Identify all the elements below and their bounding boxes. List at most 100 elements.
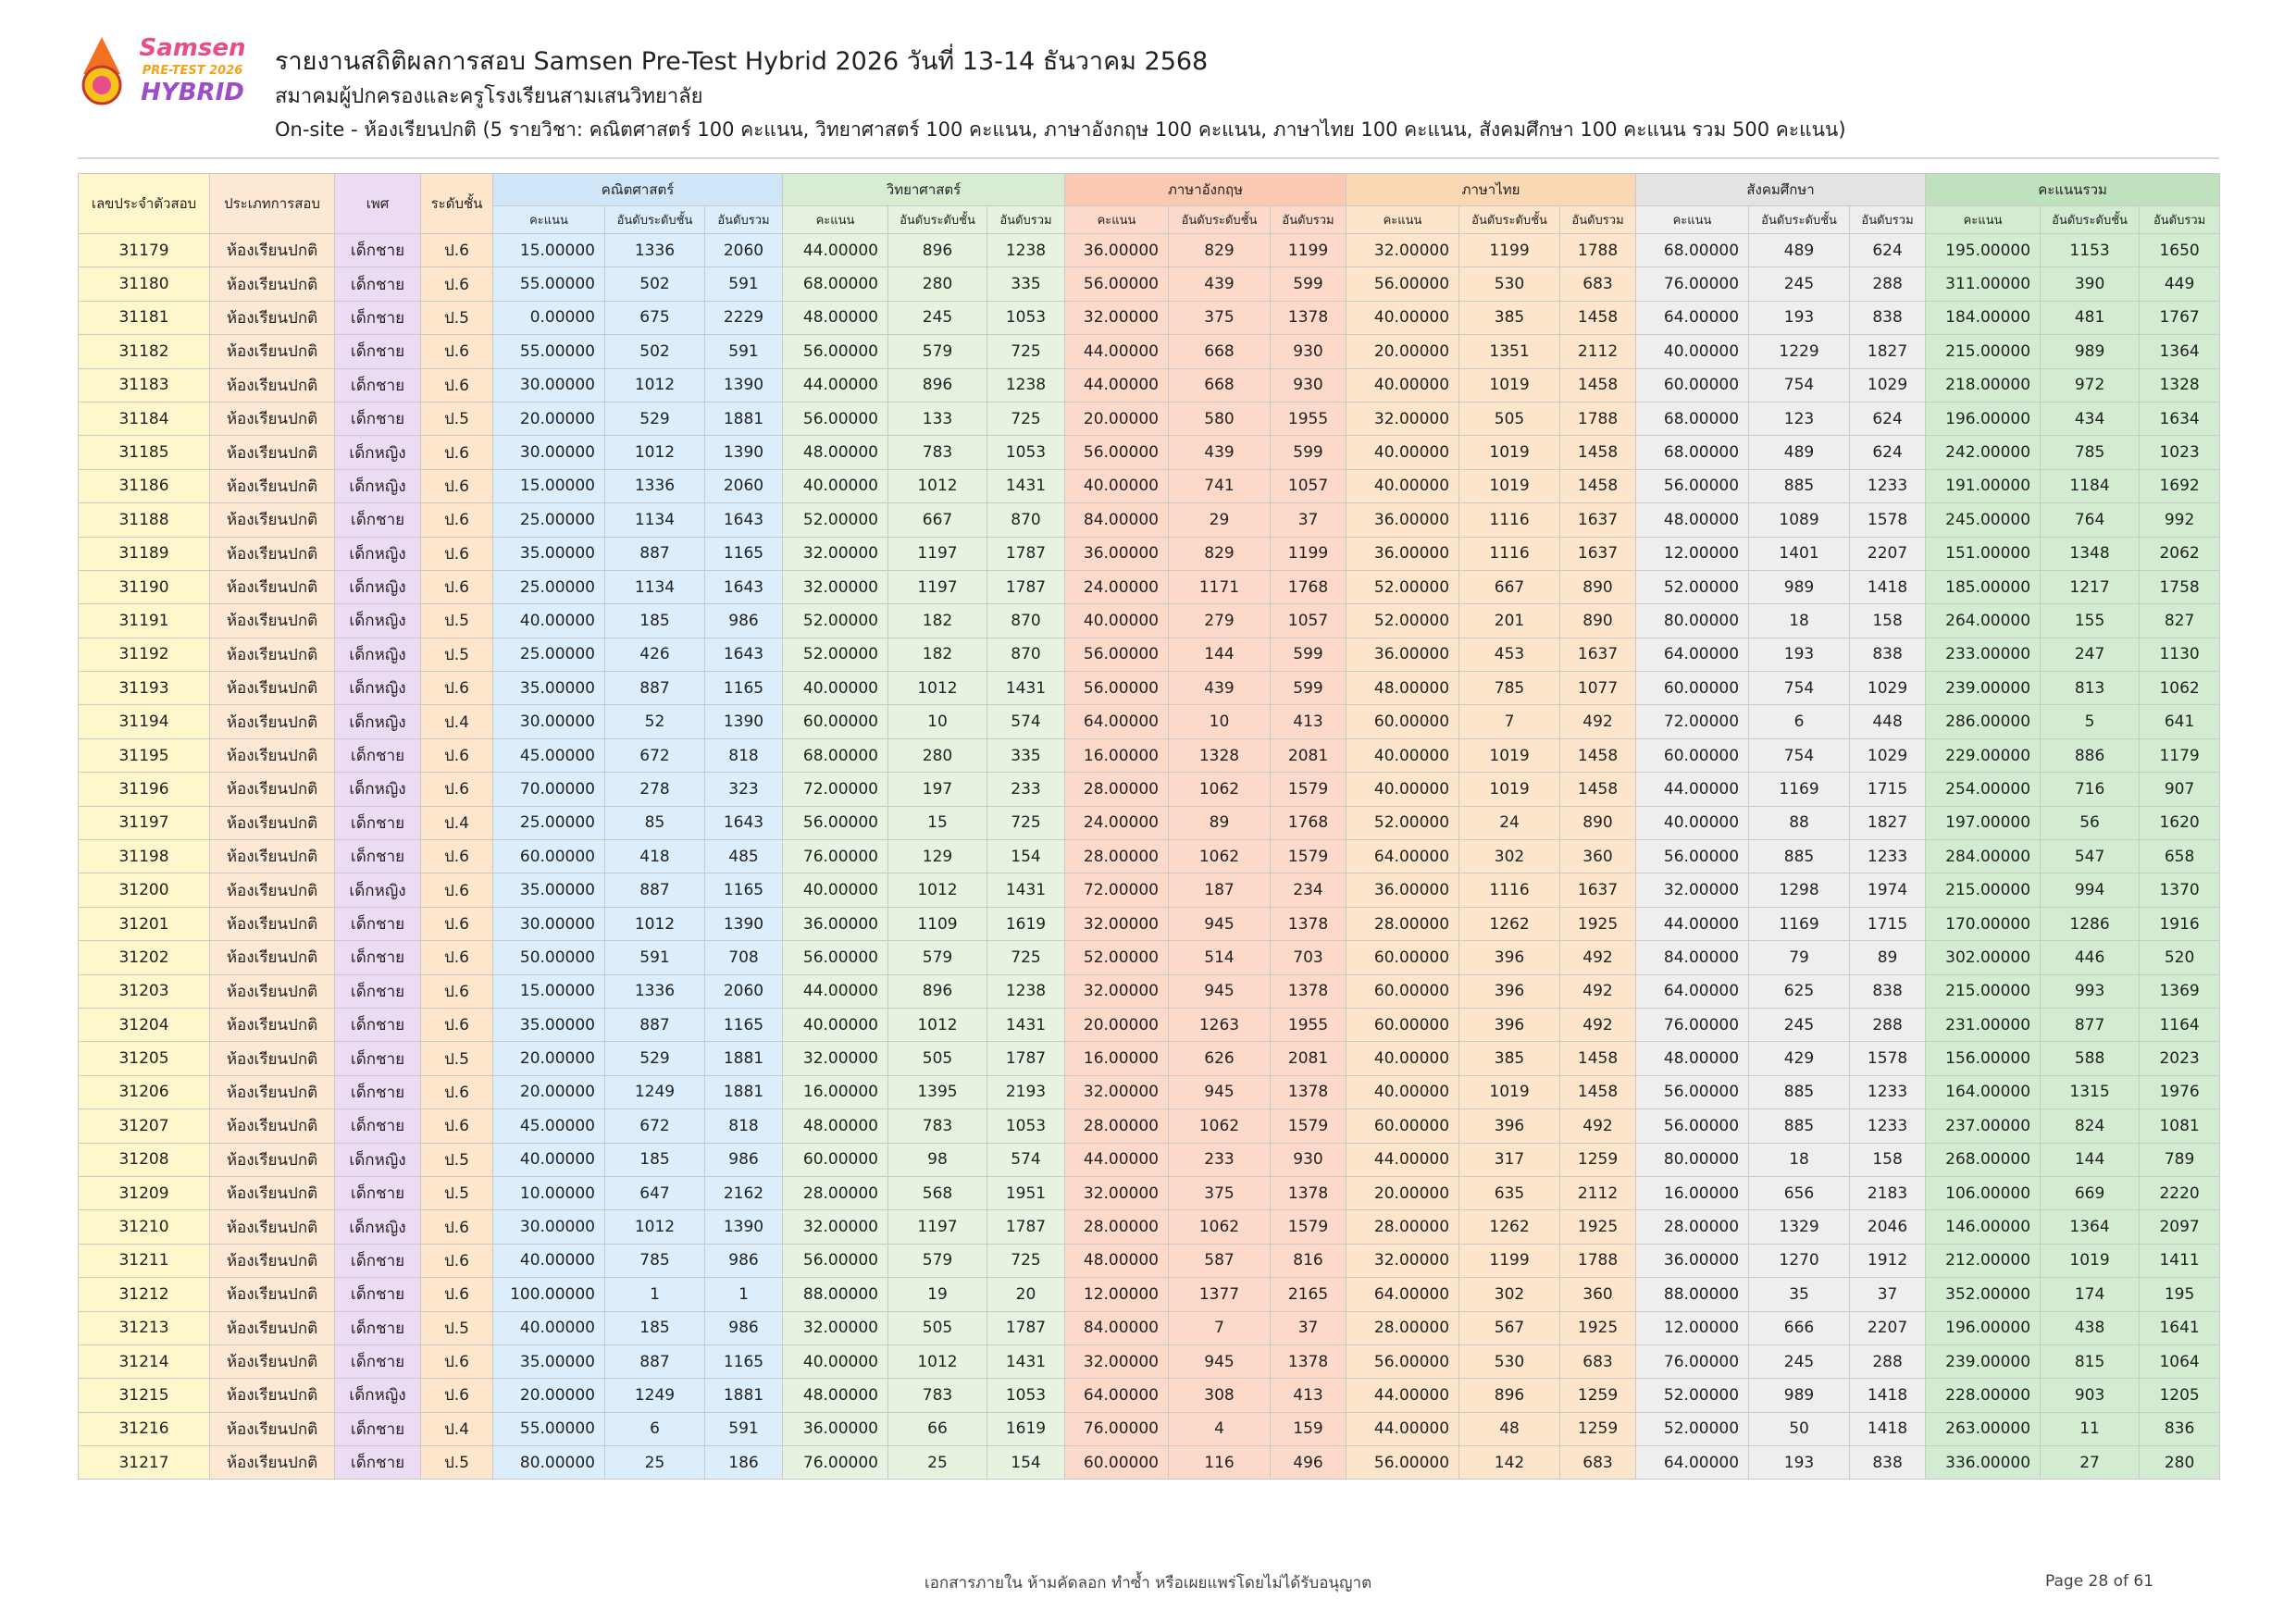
cell: 29 [1168,502,1271,538]
cell: 2060 [704,973,783,1009]
cell: 56.00000 [782,401,888,437]
cell: 547 [2040,839,2141,874]
cell: 1787 [987,536,1065,571]
cell: 44.00000 [782,232,888,268]
cell: เด็กชาย [334,839,421,874]
cell: เด็กชาย [334,502,421,538]
cell: 824 [2040,1109,2141,1144]
cell: เด็กหญิง [334,704,421,739]
cell: 481 [2040,300,2141,336]
cell: 31181 [78,300,210,336]
cell: 945 [1168,973,1271,1009]
cell: 31206 [78,1074,210,1110]
cell: 32.00000 [1064,1344,1169,1380]
cell: 31201 [78,906,210,942]
cell: 28.00000 [1346,906,1460,942]
cell: 27 [2040,1445,2141,1481]
cell: 40.00000 [782,671,888,706]
cell: 1643 [704,637,783,673]
cell: 40.00000 [492,1243,605,1279]
cell: 245 [1748,266,1851,302]
cell: 1169 [1748,906,1851,942]
cell: 1205 [2139,1378,2221,1413]
cell: 60.00000 [1635,671,1750,706]
cell: 754 [1748,367,1851,403]
cell: 1827 [1849,334,1927,369]
cell: เด็กหญิง [334,772,421,807]
cell: ห้องเรียนปกติ [209,873,335,908]
subtitle: สมาคมผู้ปกครองและครูโรงเรียนสามเสนวิทยาล… [275,85,703,108]
cell: ป.4 [420,704,493,739]
cell: 32.00000 [1064,906,1169,942]
cell: เด็กหญิง [334,873,421,908]
cell: 31203 [78,973,210,1009]
data-row: 31196 ห้องเรียนปกติ เด็กหญิง ป.6 70.00000 278… [78,772,2221,807]
cell: 656 [1748,1175,1851,1211]
cell: 68.00000 [782,737,888,774]
cell: เด็กชาย [334,1041,421,1076]
sub-header: อันดับระดับชั้น [1748,205,1851,234]
cell: 785 [1458,671,1561,706]
cell: 1643 [704,569,783,605]
cell: 1643 [704,805,783,841]
cell: 496 [1269,1445,1347,1481]
data-row: 31190 ห้องเรียนปกติ เด็กหญิง ป.6 25.00000 113… [78,569,2221,605]
data-row: 31195 ห้องเรียนปกติ เด็กชาย ป.6 45.00000 672 8… [78,737,2221,774]
cell: 60.00000 [782,704,888,739]
cell: 15.00000 [492,468,605,504]
cell: 1019 [1458,772,1561,807]
cell: 52.00000 [1635,1378,1750,1413]
cell: 887 [604,671,705,706]
cell: 1116 [1458,536,1561,571]
data-row: 31181 ห้องเรียนปกติ เด็กชาย ป.5 0.00000 675 22… [78,300,2221,336]
cell: 191.00000 [1925,468,2042,504]
cell: 1578 [1849,1041,1927,1076]
cell: 142 [1458,1445,1561,1481]
cell: 1012 [887,468,987,504]
cell: 2112 [1559,334,1637,369]
cell: 89 [1849,940,1927,975]
cell: 48.00000 [782,435,888,470]
cell: 1458 [1559,435,1637,470]
cell: 25.00000 [492,805,605,841]
cell: เด็กชาย [334,232,421,268]
cell: 133 [887,401,987,437]
group-header: คะแนนรวม [1925,173,2221,206]
cell: 626 [1168,1041,1271,1076]
cell: 5 [2040,704,2141,739]
cell: 1916 [2139,906,2221,942]
cell: 1377 [1168,1277,1271,1312]
cell: 574 [987,1142,1065,1177]
cell: 599 [1269,637,1347,673]
cell: 31186 [78,468,210,504]
cell: ป.6 [420,906,493,942]
cell: 588 [2040,1041,2141,1076]
cell: 591 [704,266,783,302]
cell: 413 [1269,704,1347,739]
cell: เด็กหญิง [334,569,421,605]
cell: 429 [1748,1041,1851,1076]
cell: 986 [704,1142,783,1177]
data-row: 31202 ห้องเรียนปกติ เด็กชาย ป.6 50.00000 591 7… [78,940,2221,975]
cell: 930 [1269,334,1347,369]
cell: 212.00000 [1925,1243,2042,1279]
cell: 1 [604,1277,705,1312]
cell: ป.5 [420,300,493,336]
cell: 1620 [2139,805,2221,841]
cell: 930 [1269,367,1347,403]
cell: ห้องเรียนปกติ [209,1041,335,1076]
cell: 683 [1559,1344,1637,1380]
cell: 15 [887,805,987,841]
cell: 1262 [1458,906,1561,942]
cell: 1012 [887,873,987,908]
cell: 182 [887,637,987,673]
cell: 193 [1748,637,1851,673]
cell: 625 [1748,973,1851,1009]
cell: 164.00000 [1925,1074,2042,1110]
cell: 1012 [604,1209,705,1245]
cell: เด็กชาย [334,1074,421,1110]
cell: 10.00000 [492,1175,605,1211]
cell: 703 [1269,940,1347,975]
cell: 35.00000 [492,536,605,571]
cell: 20.00000 [1346,334,1460,369]
